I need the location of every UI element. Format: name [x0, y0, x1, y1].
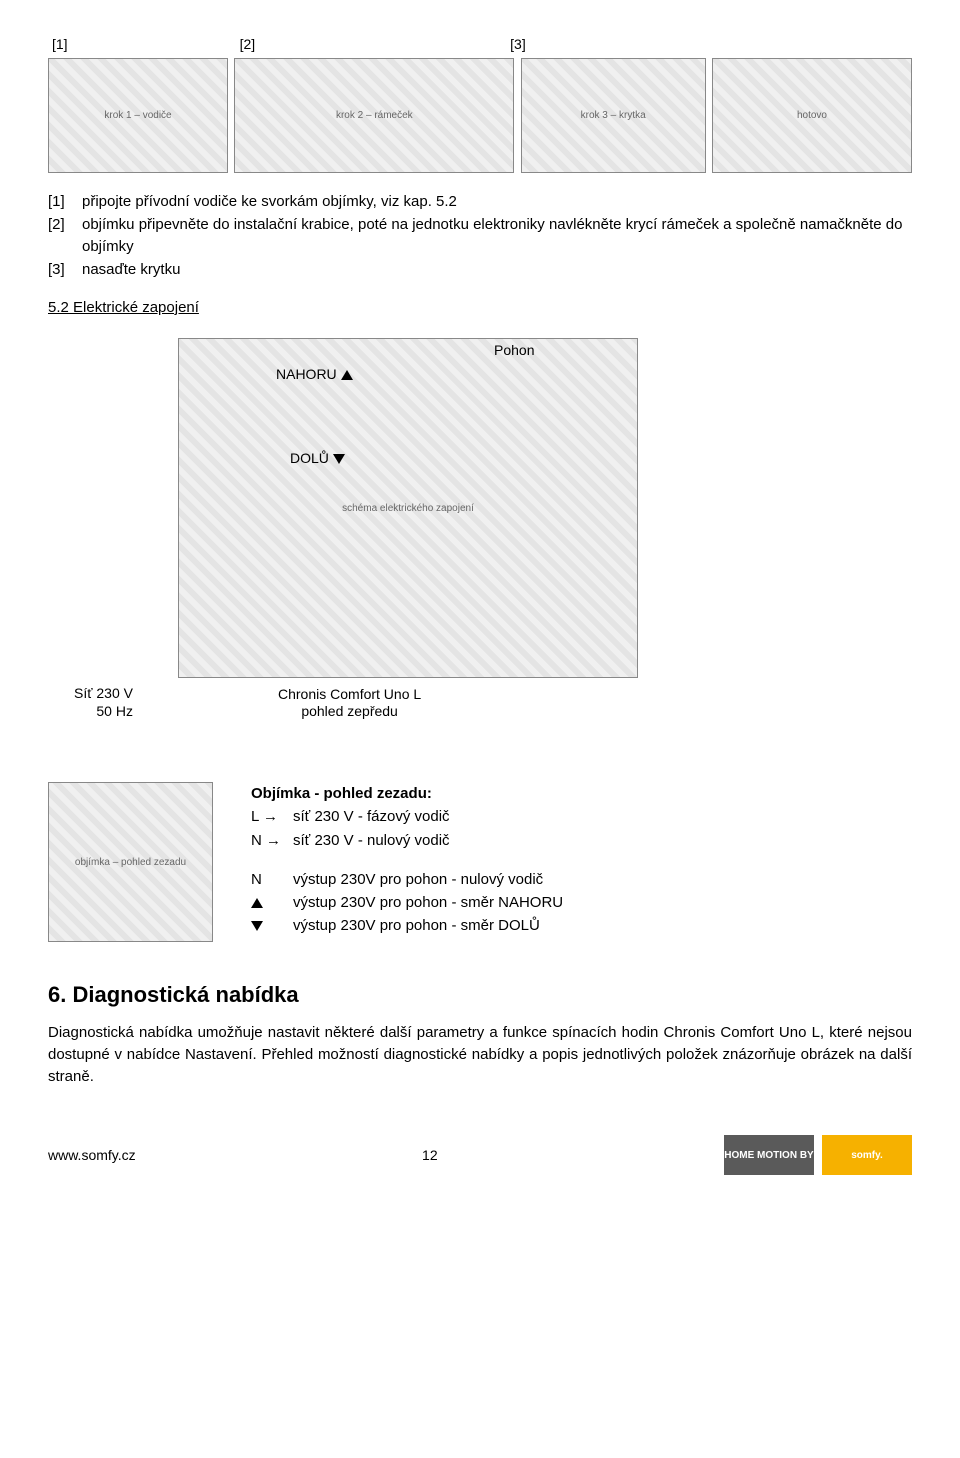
list-row-3: [3] nasaďte krytku	[48, 259, 912, 282]
wiring-diagram-image: schéma elektrického zapojení	[178, 338, 638, 678]
pin-txt-down: výstup 230V pro pohon - směr DOLŮ	[293, 914, 540, 937]
page-footer: www.somfy.cz 12 HOME MOTION BY somfy.	[48, 1135, 912, 1175]
socket-description-row: objímka – pohled zezadu Objímka - pohled…	[48, 782, 912, 942]
list-row-2: [2] objímku připevněte do instalační kra…	[48, 214, 912, 259]
step-num-3: [3]	[510, 36, 526, 52]
wiring-label-dolu: DOLŮ	[290, 450, 345, 466]
socket-pin-table: Objímka - pohled zezadu: L → síť 230 V -…	[251, 782, 563, 942]
footer-page-number: 12	[422, 1147, 438, 1163]
install-text-list: [1] připojte přívodní vodiče ke svorkám …	[48, 191, 912, 281]
list-text-2: objímku připevněte do instalační krabice…	[82, 214, 912, 259]
pin-sym-L: L →	[251, 805, 293, 828]
section-5-2-heading: 5.2 Elektrické zapojení	[48, 299, 912, 316]
pin-row-L: L → síť 230 V - fázový vodič	[251, 805, 563, 828]
arrow-up-icon	[341, 370, 353, 380]
install-image-3: krok 3 – krytka	[521, 58, 706, 173]
pin-txt-Nin: síť 230 V - nulový vodič	[293, 829, 450, 852]
pin-txt-L: síť 230 V - fázový vodič	[293, 805, 450, 828]
pin-txt-up: výstup 230V pro pohon - směr NAHORU	[293, 891, 563, 914]
pin-txt-Nout: výstup 230V pro pohon - nulový vodič	[293, 868, 543, 891]
install-image-1: krok 1 – vodiče	[48, 58, 228, 173]
list-num-2: [2]	[48, 214, 82, 259]
somfy-logo: somfy.	[822, 1135, 912, 1175]
list-row-1: [1] připojte přívodní vodiče ke svorkám …	[48, 191, 912, 214]
home-motion-logo: HOME MOTION BY	[724, 1135, 814, 1175]
arrow-down-icon	[251, 921, 263, 931]
list-num-1: [1]	[48, 191, 82, 214]
arrow-up-icon	[251, 898, 263, 908]
footer-url: www.somfy.cz	[48, 1147, 136, 1163]
pin-sym-Nin: N →	[251, 829, 293, 852]
step-num-1: [1]	[52, 36, 68, 52]
arrow-down-icon	[333, 454, 345, 464]
footer-logos: HOME MOTION BY somfy.	[724, 1135, 912, 1175]
install-step-numbers: [1] [2] [3]	[48, 36, 912, 52]
section-6-heading: 6. Diagnostická nabídka	[48, 982, 912, 1008]
install-image-4: hotovo	[712, 58, 912, 173]
pin-sym-Nout: N	[251, 868, 293, 891]
pin-row-down: výstup 230V pro pohon - směr DOLŮ	[251, 914, 563, 937]
socket-rear-image: objímka – pohled zezadu	[48, 782, 213, 942]
wiring-label-pohon: Pohon	[494, 342, 534, 358]
pin-row-Nin: N → síť 230 V - nulový vodič	[251, 829, 563, 852]
list-text-1: připojte přívodní vodiče ke svorkám objí…	[82, 191, 457, 214]
section-6-body: Diagnostická nabídka umožňuje nastavit n…	[48, 1022, 912, 1087]
wiring-label-sit: Síť 230 V 50 Hz	[74, 684, 133, 720]
pin-row-up: výstup 230V pro pohon - směr NAHORU	[251, 891, 563, 914]
install-image-2: krok 2 – rámeček	[234, 58, 514, 173]
socket-header: Objímka - pohled zezadu:	[251, 782, 563, 805]
pin-row-Nout: N výstup 230V pro pohon - nulový vodič	[251, 868, 563, 891]
wiring-label-pohled: Chronis Comfort Uno L pohled zepředu	[278, 686, 421, 720]
install-images-row: krok 1 – vodiče krok 2 – rámeček krok 3 …	[48, 58, 912, 173]
wiring-diagram-area: schéma elektrického zapojení NAHORU Poho…	[48, 328, 912, 758]
wiring-label-nahoru: NAHORU	[276, 366, 353, 382]
list-num-3: [3]	[48, 259, 82, 282]
step-num-2: [2]	[240, 36, 256, 52]
list-text-3: nasaďte krytku	[82, 259, 180, 282]
